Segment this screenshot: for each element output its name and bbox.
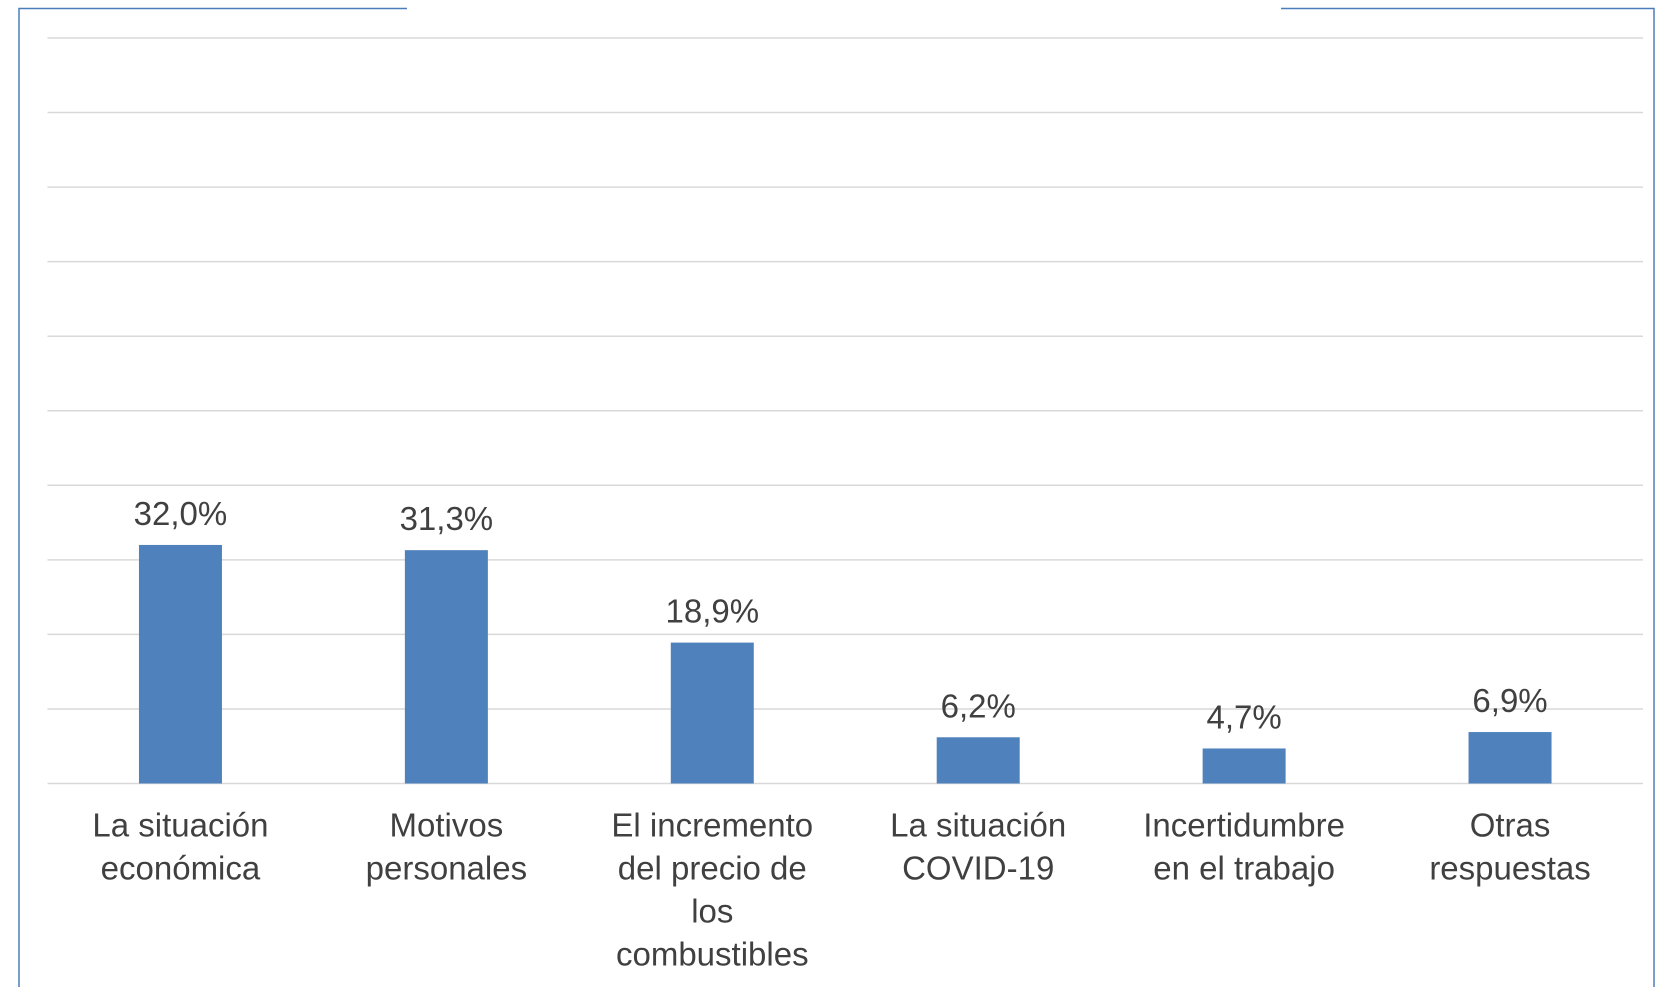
- x-tick-label: La situación económica: [92, 807, 268, 887]
- chart-frame: [18, 7, 1655, 987]
- x-tick-label: El incremento del precio de los combustible…: [611, 807, 813, 973]
- bar: [936, 737, 1020, 784]
- data-label: 18,9%: [666, 593, 760, 630]
- bar: [1202, 748, 1286, 784]
- bar: [670, 642, 754, 784]
- data-label: 6,2%: [941, 687, 1016, 724]
- x-tick-label: Motivos personales: [366, 807, 527, 887]
- bar: [1468, 732, 1552, 784]
- data-label: 4,7%: [1207, 698, 1282, 735]
- data-label: 32,0%: [134, 495, 228, 532]
- data-label: 6,9%: [1472, 682, 1547, 719]
- x-tick-label: Otras respuestas: [1429, 807, 1590, 887]
- x-tick-label: Incertidumbre en el trabajo: [1143, 807, 1345, 887]
- x-tick-label: La situación COVID-19: [890, 807, 1066, 887]
- data-label: 31,3%: [400, 500, 494, 537]
- chart-title: Motivo de los cambios: [501, 0, 1187, 10]
- bar: [404, 550, 488, 784]
- bar: [138, 544, 222, 784]
